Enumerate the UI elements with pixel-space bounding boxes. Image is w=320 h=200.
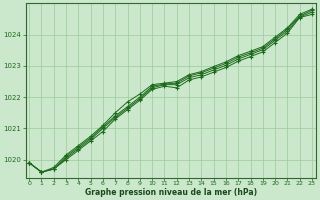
X-axis label: Graphe pression niveau de la mer (hPa): Graphe pression niveau de la mer (hPa)	[84, 188, 257, 197]
